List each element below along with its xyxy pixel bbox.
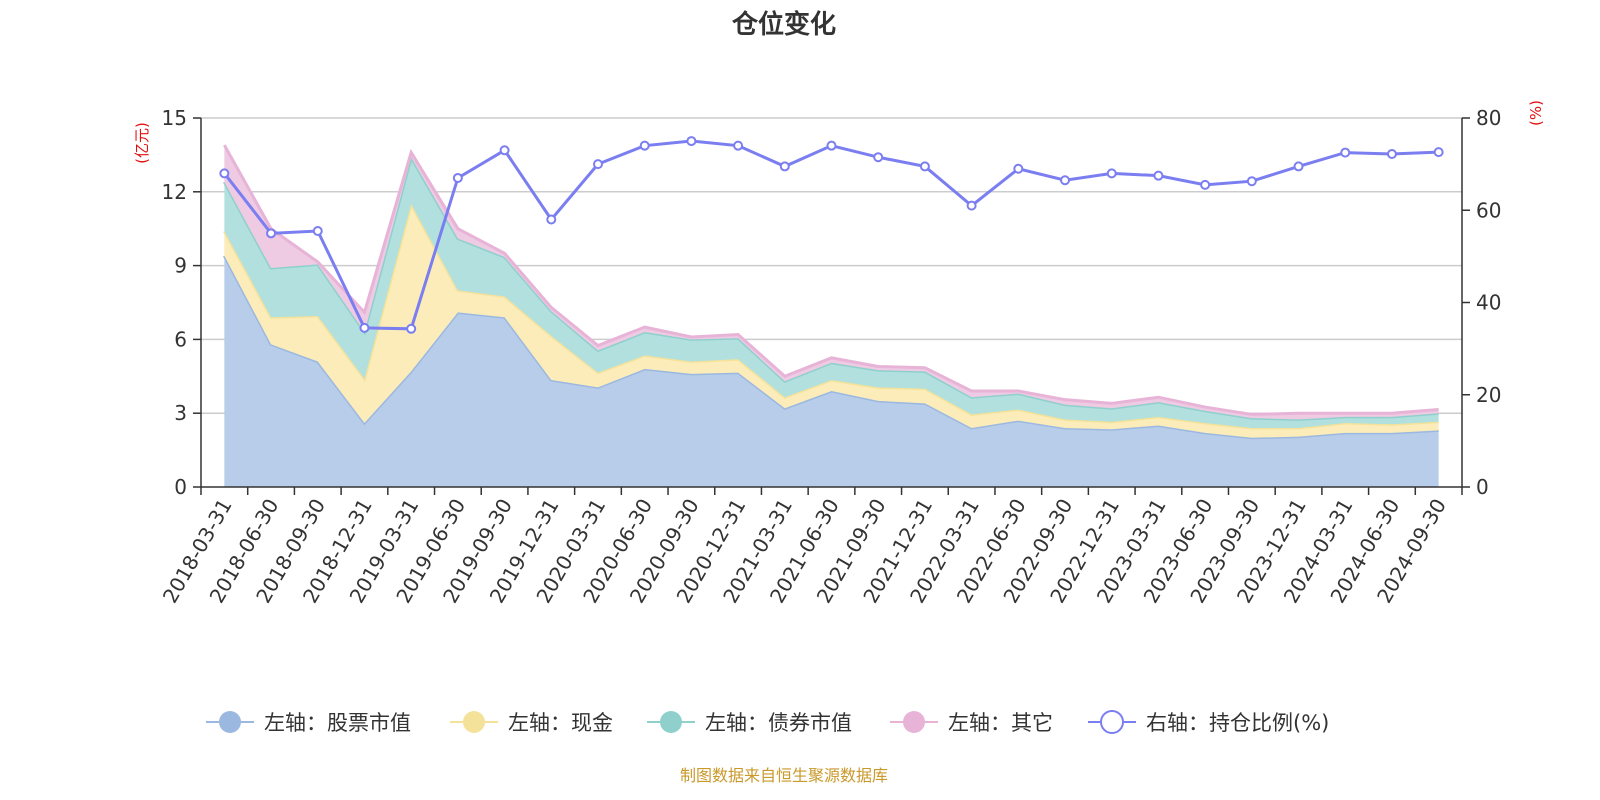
legend-marker bbox=[463, 711, 485, 733]
left-tick-label: 9 bbox=[174, 254, 187, 278]
ratio-line-series bbox=[219, 136, 1444, 334]
legend-item-3[interactable]: 左轴：债券市值 bbox=[647, 711, 852, 735]
ratio-point-2023-09-30 bbox=[1246, 176, 1257, 187]
area-series-3 bbox=[224, 157, 1439, 428]
legend: 左轴：股票市值 左轴：现金 左轴：债券市值 左轴：其它 右轴：持仓比例(%) bbox=[206, 710, 1329, 735]
left-tick-label: 3 bbox=[174, 401, 187, 425]
ratio-point-2023-06-30 bbox=[1200, 179, 1211, 190]
ratio-point-2018-06-30 bbox=[266, 228, 277, 239]
ratio-point-2020-06-30 bbox=[639, 140, 650, 151]
ratio-point-2021-09-30 bbox=[873, 152, 884, 163]
ratio-point-2023-12-31 bbox=[1293, 161, 1304, 172]
legend-marker bbox=[219, 711, 241, 733]
ratio-point-2020-09-30 bbox=[686, 136, 697, 147]
right-axis-unit: (%) bbox=[1527, 100, 1545, 126]
left-tick-label: 15 bbox=[162, 106, 187, 130]
right-tick-label: 80 bbox=[1476, 106, 1501, 130]
legend-label: 左轴：现金 bbox=[508, 711, 613, 735]
ratio-point-2020-12-31 bbox=[733, 140, 744, 151]
area-edge-series-4 bbox=[223, 144, 1439, 416]
legend-item-1[interactable]: 左轴：股票市值 bbox=[206, 711, 411, 735]
left-tick-label: 12 bbox=[162, 180, 187, 204]
data-source-note: 制图数据来自恒生聚源数据库 bbox=[680, 766, 888, 785]
legend-marker bbox=[660, 711, 682, 733]
stacked-areas bbox=[223, 144, 1439, 487]
ratio-point-2022-12-31 bbox=[1106, 168, 1117, 179]
ratio-point-2020-03-31 bbox=[592, 159, 603, 170]
ratio-point-2021-12-31 bbox=[919, 161, 930, 172]
ratio-point-2019-06-30 bbox=[452, 172, 463, 183]
right-tick-label: 40 bbox=[1476, 291, 1501, 315]
right-tick-label: 60 bbox=[1476, 198, 1501, 222]
ratio-point-2024-03-31 bbox=[1340, 147, 1351, 158]
ratio-point-2021-03-31 bbox=[779, 161, 790, 172]
ratio-point-2022-09-30 bbox=[1060, 175, 1071, 186]
left-tick-label: 0 bbox=[174, 475, 187, 499]
legend-marker bbox=[1100, 710, 1124, 734]
ratio-point-2019-12-31 bbox=[546, 214, 557, 225]
legend-label: 右轴：持仓比例(%) bbox=[1146, 711, 1329, 735]
ratio-point-2018-03-31 bbox=[219, 168, 230, 179]
chart-title: 仓位变化 bbox=[731, 9, 836, 40]
ratio-point-2023-03-31 bbox=[1153, 170, 1164, 181]
area-series-2 bbox=[224, 204, 1439, 438]
ratio-point-2022-06-30 bbox=[1013, 163, 1024, 174]
legend-label: 左轴：债券市值 bbox=[705, 711, 852, 735]
ratio-point-2019-03-31 bbox=[406, 323, 417, 334]
left-tick-label: 6 bbox=[174, 327, 187, 351]
legend-marker bbox=[903, 711, 925, 733]
ratio-point-2024-06-30 bbox=[1386, 148, 1397, 159]
ratio-point-2021-06-30 bbox=[826, 140, 837, 151]
right-tick-label: 20 bbox=[1476, 383, 1501, 407]
ratio-point-2022-03-31 bbox=[966, 200, 977, 211]
ratio-point-2024-09-30 bbox=[1433, 147, 1444, 158]
legend-item-5[interactable]: 右轴：持仓比例(%) bbox=[1088, 710, 1329, 735]
legend-item-2[interactable]: 左轴：现金 bbox=[450, 711, 613, 735]
left-axis-unit: (亿元) bbox=[133, 122, 151, 164]
ratio-point-2019-09-30 bbox=[499, 145, 510, 156]
right-tick-label: 0 bbox=[1476, 475, 1489, 499]
ratio-point-2018-12-31 bbox=[359, 322, 370, 333]
ratio-point-2018-09-30 bbox=[312, 226, 323, 237]
legend-label: 左轴：其它 bbox=[948, 711, 1053, 735]
area-series-1 bbox=[224, 255, 1439, 487]
legend-item-4[interactable]: 左轴：其它 bbox=[890, 711, 1053, 735]
legend-label: 左轴：股票市值 bbox=[264, 711, 411, 735]
